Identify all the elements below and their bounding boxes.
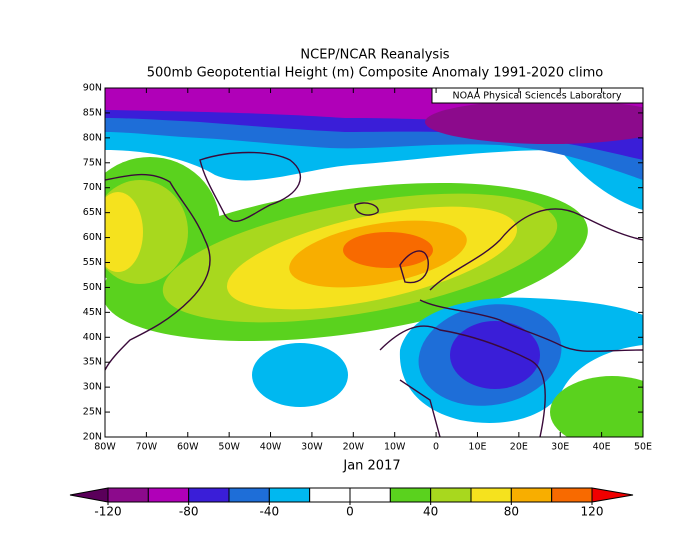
subtitle: 500mb Geopotential Height (m) Composite …: [147, 66, 604, 81]
lat-label: 45N: [83, 307, 102, 318]
colorbar-box: [147, 487, 190, 503]
colorbar-box: [430, 487, 472, 503]
lon-label: 40E: [593, 442, 611, 453]
colorbar-box: [349, 487, 391, 503]
lon-label: 30E: [551, 442, 569, 453]
period-label: Jan 2017: [342, 459, 400, 474]
colorbar-box: [470, 487, 512, 503]
lat-label: 40N: [83, 332, 102, 343]
colorbar-label: 120: [581, 505, 604, 519]
lat-label: 85N: [83, 107, 102, 118]
colorbar: -120 -80 -40 0 40 80 120: [69, 487, 634, 519]
lon-label: 10E: [468, 442, 486, 453]
colorbar-box: [309, 487, 351, 503]
colorbar-box: [268, 487, 311, 503]
lat-label: 50N: [83, 282, 102, 293]
colorbar-label: -120: [94, 505, 121, 519]
credit: NOAA Physical Sciences Laboratory: [453, 91, 622, 102]
anomaly-field: [105, 88, 643, 437]
lon-label: 0: [433, 442, 439, 453]
colorbar-box: [107, 487, 149, 503]
lat-label: 30N: [83, 382, 102, 393]
lon-label: 80W: [94, 442, 116, 453]
lon-label: 60W: [177, 442, 199, 453]
colorbar-box: [510, 487, 553, 503]
lon-label: 50W: [218, 442, 240, 453]
lat-label: 65N: [83, 207, 102, 218]
colorbar-label: 80: [504, 505, 519, 519]
colorbar-box: [389, 487, 432, 503]
lat-label: 55N: [83, 257, 102, 268]
lon-label: 50E: [634, 442, 652, 453]
lon-label: 10W: [384, 442, 406, 453]
lat-label: 35N: [83, 357, 102, 368]
colorbar-label: 0: [346, 505, 354, 519]
colorbar-box: [228, 487, 270, 503]
credit-box: [431, 87, 644, 104]
lat-label: 60N: [83, 232, 102, 243]
colorbar-label: 40: [423, 505, 438, 519]
colorbar-box: [551, 487, 593, 503]
lat-label: 75N: [83, 157, 102, 168]
lon-label: 20E: [510, 442, 528, 453]
colorbar-under: [69, 487, 109, 503]
lat-label: 20N: [83, 432, 102, 443]
colorbar-label: -40: [260, 505, 280, 519]
title: NCEP/NCAR Reanalysis: [300, 48, 449, 63]
lat-label: 80N: [83, 132, 102, 143]
lon-label: 40W: [260, 442, 282, 453]
axes: 20N 25N 30N 35N 40N 45N 50N 55N 60N 65N 70N 75N 80N 8…: [83, 83, 652, 453]
lat-label: 25N: [83, 407, 102, 418]
lon-label: 30W: [301, 442, 323, 453]
lat-label: 90N: [83, 83, 102, 94]
lon-label: 70W: [136, 442, 158, 453]
lon-label: 20W: [343, 442, 365, 453]
colorbar-label: -80: [179, 505, 199, 519]
colorbar-box: [188, 487, 230, 503]
lat-label: 70N: [83, 182, 102, 193]
colorbar-over: [591, 487, 634, 503]
